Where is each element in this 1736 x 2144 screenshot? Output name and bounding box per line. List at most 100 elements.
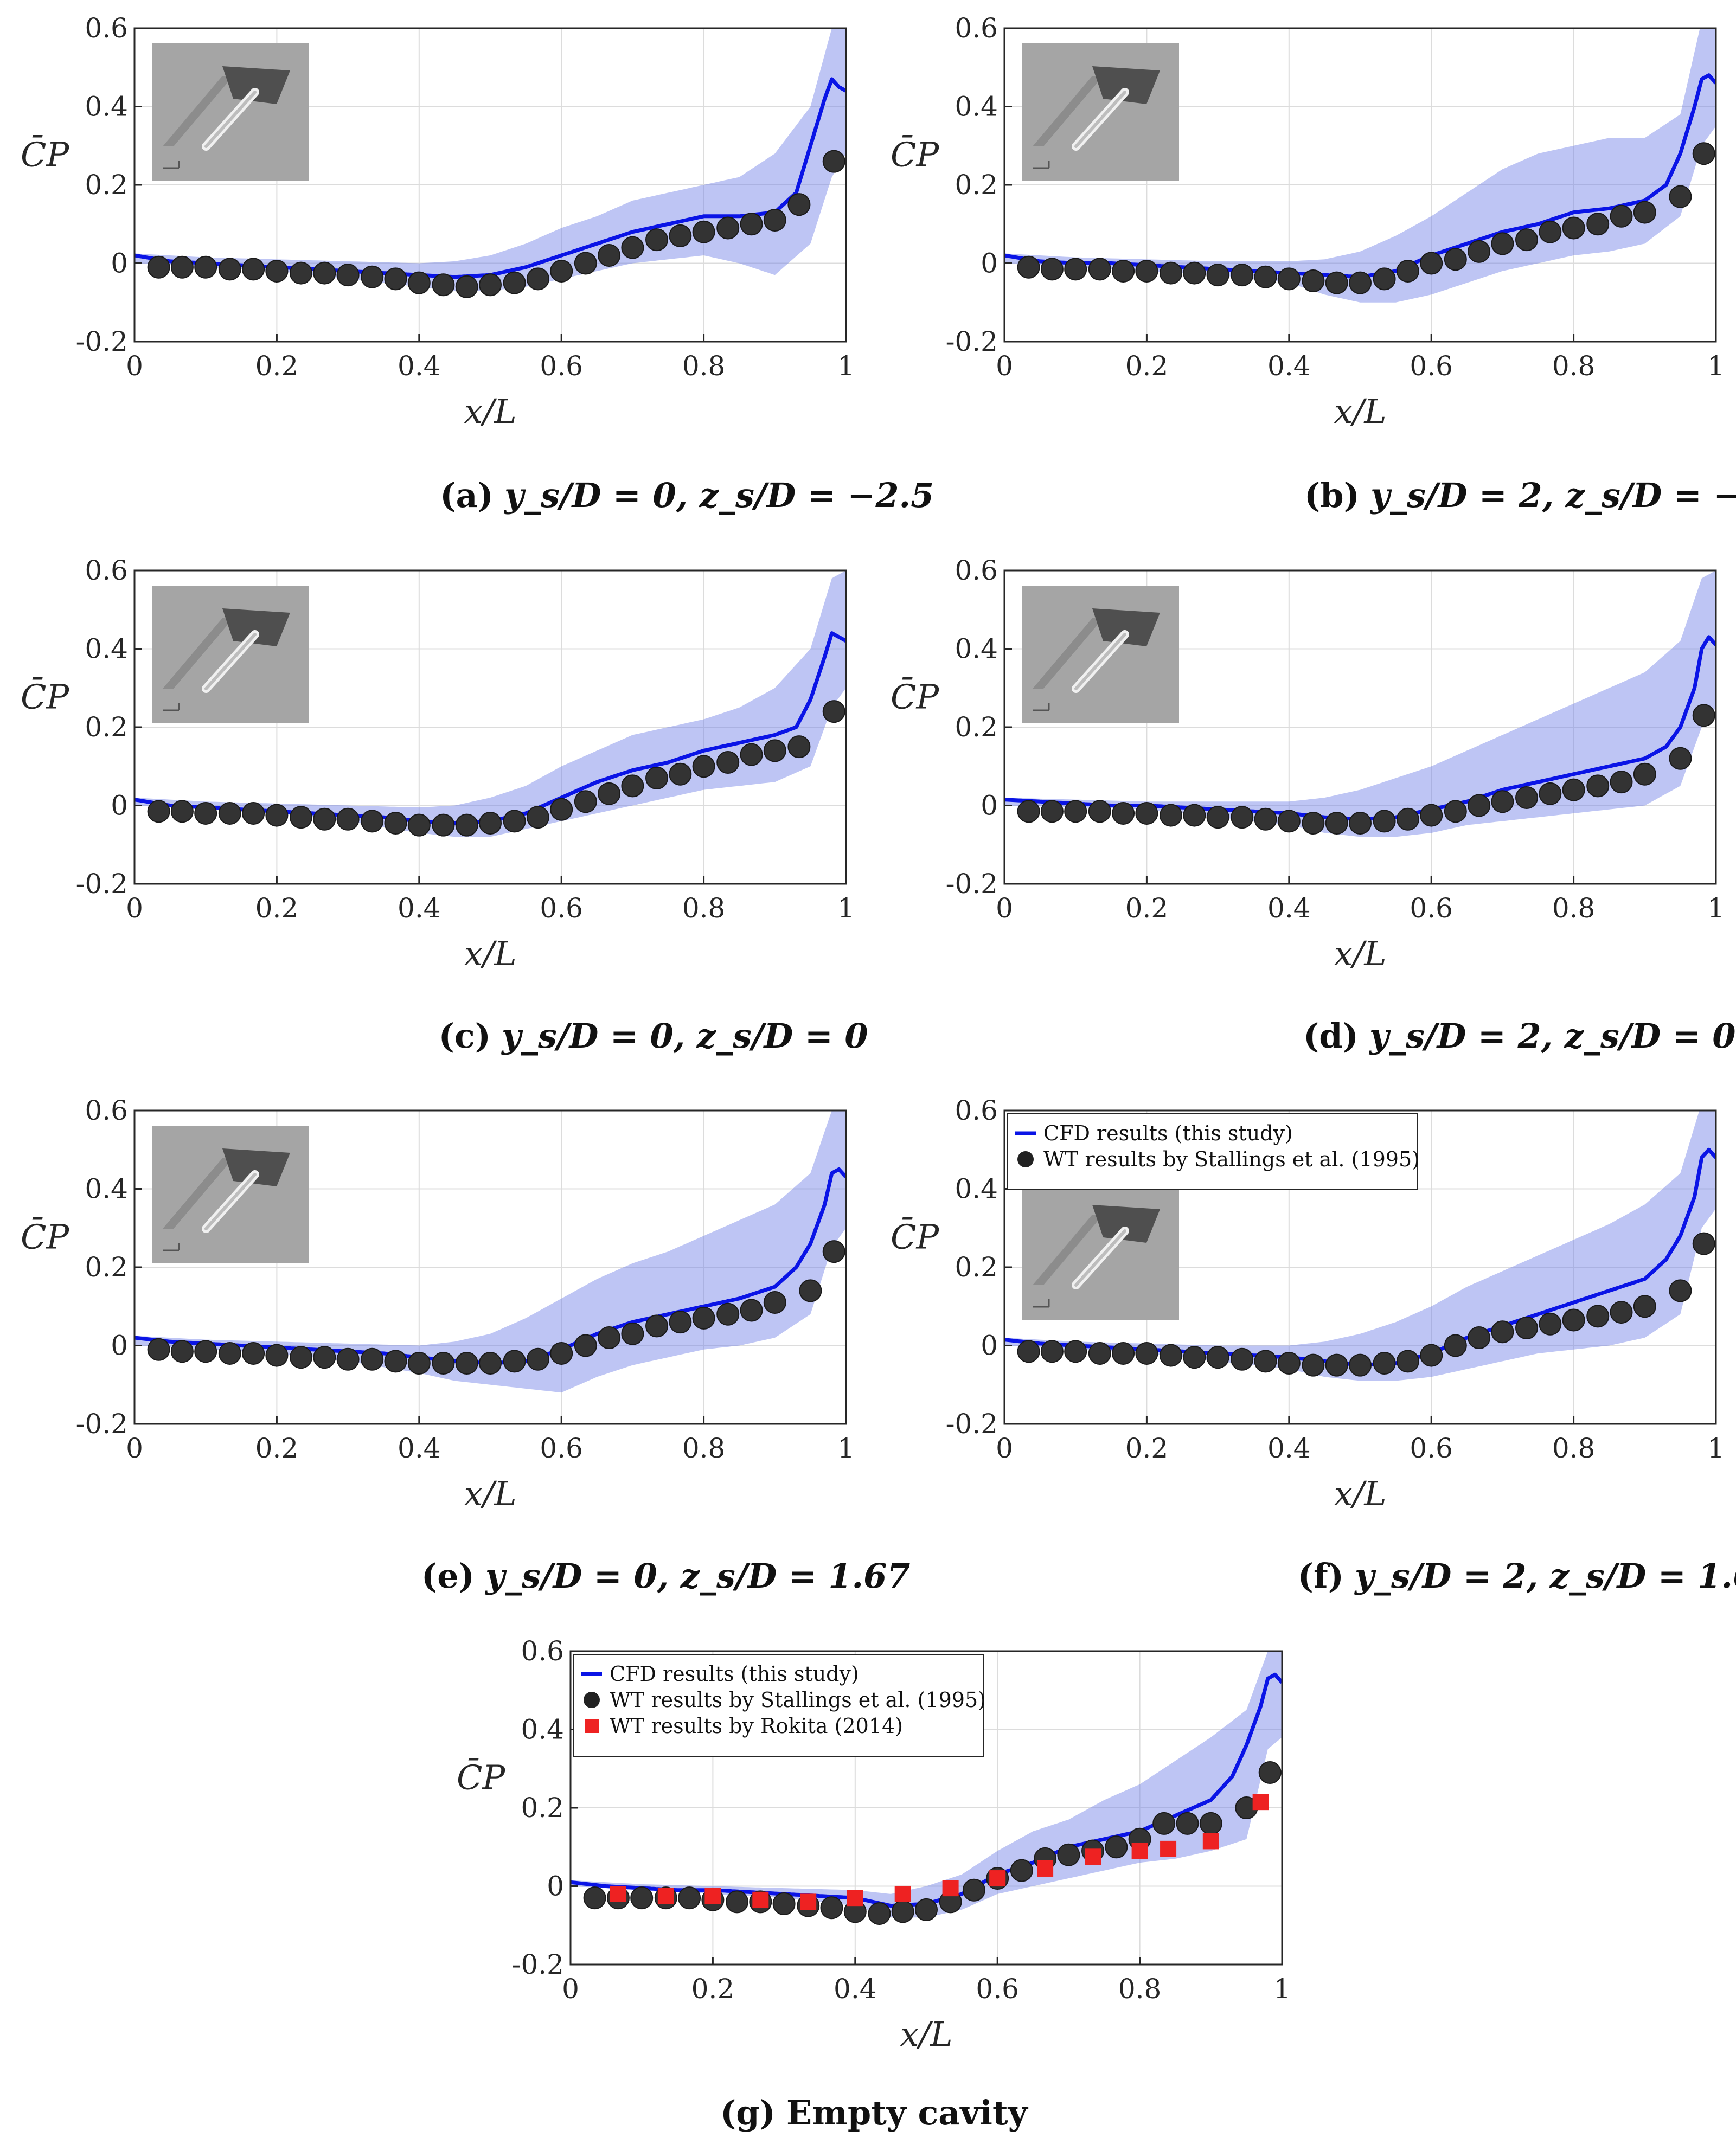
inset-axes-triad xyxy=(163,1243,180,1251)
wt-stallings-point xyxy=(290,261,313,285)
y-tick-label: 0.4 xyxy=(85,633,128,665)
wt-stallings-point xyxy=(1468,794,1491,817)
inset-background xyxy=(152,586,309,723)
wt-stallings-point xyxy=(763,739,786,762)
inset-background xyxy=(1022,586,1179,723)
wt-stallings-point xyxy=(1017,255,1040,279)
x-tick-label: 0.8 xyxy=(1552,1433,1596,1464)
wt-stallings-point xyxy=(1160,1344,1183,1367)
y-tick-label: 0.2 xyxy=(85,169,128,201)
caption-text-b: y_s/D = 2, z_s/D = −2.5 xyxy=(1369,476,1736,515)
wt-stallings-point xyxy=(1491,790,1514,813)
wt-stallings-point xyxy=(1040,800,1064,823)
wt-stallings-point xyxy=(290,1346,313,1369)
wt-stallings-point xyxy=(574,1334,597,1357)
x-tick-label: 0.2 xyxy=(255,1433,299,1464)
inset-background xyxy=(152,43,309,181)
y-tick-label: 0.4 xyxy=(85,1173,128,1205)
y-tick-label: 0.2 xyxy=(955,169,998,201)
y-tick-label: -0.2 xyxy=(76,326,128,357)
x-tick-label: 0 xyxy=(126,1433,143,1464)
x-tick-label: 0 xyxy=(562,1973,579,2005)
x-tick-label: 0.4 xyxy=(834,1973,877,2005)
inset-axes-triad xyxy=(163,703,180,711)
wt-stallings-point xyxy=(361,265,384,288)
wt-stallings-point xyxy=(1206,806,1229,829)
inset-wall xyxy=(1033,76,1103,146)
inset-cavity xyxy=(1092,608,1160,646)
x-tick-label: 0.4 xyxy=(1267,893,1311,924)
wt-stallings-point xyxy=(1539,1312,1562,1336)
wt-stallings-point xyxy=(1017,800,1040,823)
wt-stallings-point xyxy=(621,236,644,259)
wt-stallings-point xyxy=(1206,1346,1229,1369)
inset-store-shade xyxy=(204,633,257,690)
wt-stallings-point xyxy=(1491,1320,1514,1344)
inset-store-shade xyxy=(204,91,257,148)
y-axis-label: C̄P xyxy=(891,134,939,174)
x-tick-label: 0.8 xyxy=(682,350,726,382)
wt-stallings-point xyxy=(1258,1761,1282,1784)
cfd-band xyxy=(1004,28,1716,303)
caption-text-c: y_s/D = 0, z_s/D = 0 xyxy=(501,1016,868,1056)
panel-a: (a) y_s/D = 0, z_s/D = −2.5 0 0.2 0.4 0.6 0.… xyxy=(21,12,934,515)
wt-stallings-point xyxy=(1692,1232,1715,1255)
caption-text-g: Empty cavity xyxy=(786,2093,1029,2133)
y-axis-label: C̄P xyxy=(891,677,939,716)
wt-stallings-point xyxy=(915,1898,938,1921)
x-tick-label: 0.8 xyxy=(682,893,726,924)
y-tick-label: 0 xyxy=(111,248,128,279)
y-tick-label: 0.2 xyxy=(85,1251,128,1283)
wt-stallings-point xyxy=(384,1350,407,1373)
wt-stallings-point xyxy=(432,813,455,837)
y-axis-label: C̄P xyxy=(457,1757,505,1797)
y-axis-label: C̄P xyxy=(21,1217,69,1256)
inset-background xyxy=(1022,1182,1179,1320)
caption-label-d: (d) xyxy=(1303,1016,1359,1056)
cfd-band xyxy=(1004,570,1716,837)
wt-stallings-point xyxy=(1669,185,1692,208)
wt-stallings-point xyxy=(170,800,194,823)
y-tick-label: 0.6 xyxy=(85,555,128,586)
wt-stallings-point xyxy=(1444,800,1467,823)
wt-stallings-point xyxy=(407,813,431,837)
wt-stallings-point xyxy=(242,801,265,825)
x-tick-label: 0.4 xyxy=(398,893,441,924)
y-axis-label: C̄P xyxy=(891,1217,939,1256)
wt-stallings-point xyxy=(313,261,336,285)
wt-stallings-point xyxy=(1135,259,1158,283)
wt-stallings-point xyxy=(479,1352,502,1375)
wt-stallings-point xyxy=(692,755,715,778)
wt-stallings-point xyxy=(313,1346,336,1369)
x-tick-label: 0.2 xyxy=(1125,1433,1169,1464)
wt-rokita-point xyxy=(989,1870,1006,1887)
wt-stallings-point xyxy=(1610,204,1633,228)
x-tick-label: 0.2 xyxy=(255,893,299,924)
wt-stallings-point xyxy=(1231,806,1254,829)
wt-stallings-point xyxy=(1586,1305,1610,1328)
wt-stallings-point xyxy=(787,193,811,216)
legend-square-swatch xyxy=(585,1719,599,1733)
y-tick-label: 0.2 xyxy=(521,1792,564,1824)
wt-stallings-point xyxy=(772,1892,796,1916)
wt-stallings-point xyxy=(787,735,811,759)
wt-stallings-point xyxy=(290,806,313,829)
y-tick-label: 0.2 xyxy=(955,711,998,743)
legend-entry: WT results by Stallings et al. (1995) xyxy=(1043,1147,1420,1171)
wt-stallings-point xyxy=(1491,232,1514,255)
wt-stallings-point xyxy=(1254,807,1277,831)
wt-stallings-point xyxy=(763,209,786,232)
wt-stallings-point xyxy=(1176,1812,1199,1835)
wt-stallings-point xyxy=(336,264,360,287)
y-tick-label: 0.6 xyxy=(955,555,998,586)
x-tick-label: 0 xyxy=(996,893,1013,924)
wt-stallings-point xyxy=(799,1279,822,1302)
wt-stallings-point xyxy=(1040,258,1064,281)
wt-stallings-point xyxy=(147,800,170,823)
wt-stallings-point xyxy=(1468,1326,1491,1350)
wt-stallings-point xyxy=(621,774,644,798)
inset-axes-triad xyxy=(1033,703,1050,711)
wt-stallings-point xyxy=(1396,1350,1419,1373)
y-tick-label: 0.4 xyxy=(955,1173,998,1205)
